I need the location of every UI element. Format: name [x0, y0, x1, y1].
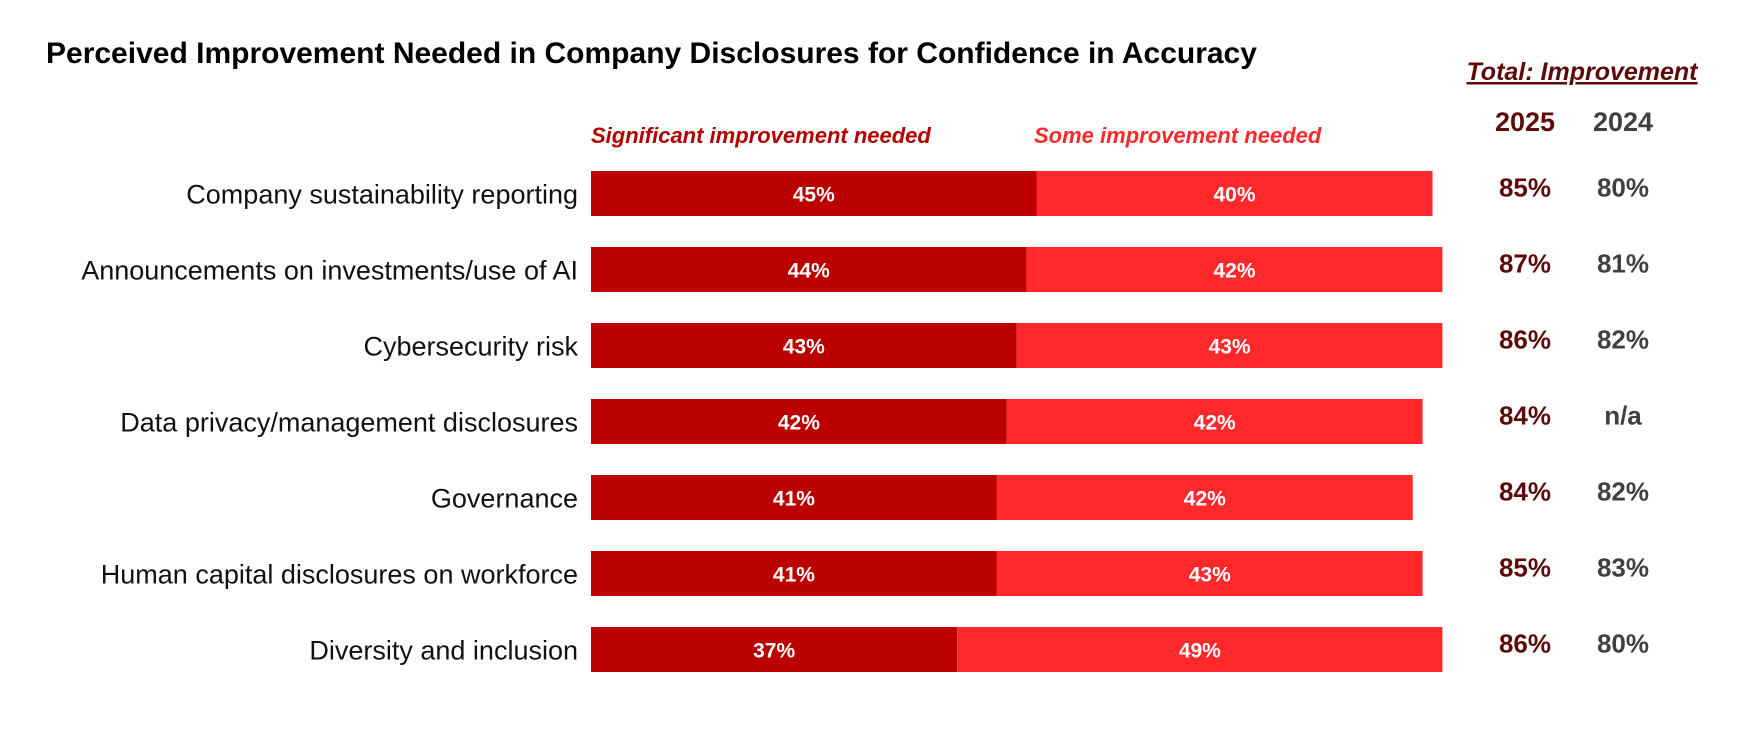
- category-label: Diversity and inclusion: [309, 636, 578, 666]
- bar-label-significant: 45%: [793, 184, 835, 207]
- total-2025-value: 85%: [1499, 553, 1551, 583]
- bar-significant: [591, 399, 1007, 444]
- bar-some: [1006, 399, 1423, 444]
- total-2025-value: 84%: [1499, 477, 1551, 507]
- total-2025-value: 85%: [1499, 173, 1551, 203]
- total-2024-value: 82%: [1597, 325, 1649, 355]
- bar-label-some: 40%: [1213, 184, 1255, 207]
- bars-layer: Company sustainability reporting 45% 40% 85…: [81, 171, 1649, 672]
- bar-significant: [591, 475, 997, 520]
- category-label: Data privacy/management disclosures: [120, 408, 578, 438]
- bar-some: [996, 551, 1423, 596]
- bar-some: [996, 475, 1413, 520]
- category-label: Cybersecurity risk: [363, 332, 578, 362]
- total-2024-value: 80%: [1597, 173, 1649, 203]
- category-label: Company sustainability reporting: [186, 180, 578, 210]
- total-2025-value: 86%: [1499, 325, 1551, 355]
- category-label: Governance: [431, 484, 578, 514]
- total-2024-value: 80%: [1597, 629, 1649, 659]
- total-2025-value: 84%: [1499, 401, 1551, 431]
- year-header-2024: 2024: [1593, 107, 1653, 137]
- bar-label-significant: 37%: [753, 640, 795, 663]
- bar-label-significant: 42%: [778, 412, 820, 435]
- bar-label-some: 43%: [1189, 564, 1231, 587]
- bar-label-some: 42%: [1194, 412, 1236, 435]
- bar-significant: [591, 171, 1037, 216]
- bar-some: [1016, 323, 1443, 368]
- bar-label-significant: 43%: [783, 336, 825, 359]
- bar-some: [957, 627, 1443, 672]
- bar-label-some: 42%: [1213, 260, 1255, 283]
- bar-label-significant: 44%: [788, 260, 830, 283]
- bar-label-some: 42%: [1184, 488, 1226, 511]
- totals-header: Total: Improvement: [1466, 58, 1699, 86]
- bar-some: [1036, 171, 1433, 216]
- total-2024-value: 83%: [1597, 553, 1649, 583]
- total-2024-value: n/a: [1604, 401, 1642, 431]
- total-2024-value: 81%: [1597, 249, 1649, 279]
- bar-label-significant: 41%: [773, 488, 815, 511]
- legend-some: Some improvement needed: [1034, 123, 1322, 148]
- legend-significant: Significant improvement needed: [591, 123, 931, 148]
- bar-significant: [591, 551, 997, 596]
- bar-label-some: 49%: [1179, 640, 1221, 663]
- category-label: Human capital disclosures on workforce: [101, 560, 578, 590]
- total-2025-value: 87%: [1499, 249, 1551, 279]
- bar-significant: [591, 323, 1017, 368]
- category-label: Announcements on investments/use of AI: [81, 256, 578, 286]
- total-2025-value: 86%: [1499, 629, 1551, 659]
- bar-significant: [591, 247, 1027, 292]
- total-2024-value: 82%: [1597, 477, 1649, 507]
- year-header-2025: 2025: [1495, 107, 1555, 137]
- bar-label-some: 43%: [1209, 336, 1251, 359]
- bar-label-significant: 41%: [773, 564, 815, 587]
- chart-title: Perceived Improvement Needed in Company …: [46, 37, 1257, 70]
- bar-significant: [591, 627, 958, 672]
- bar-some: [1026, 247, 1443, 292]
